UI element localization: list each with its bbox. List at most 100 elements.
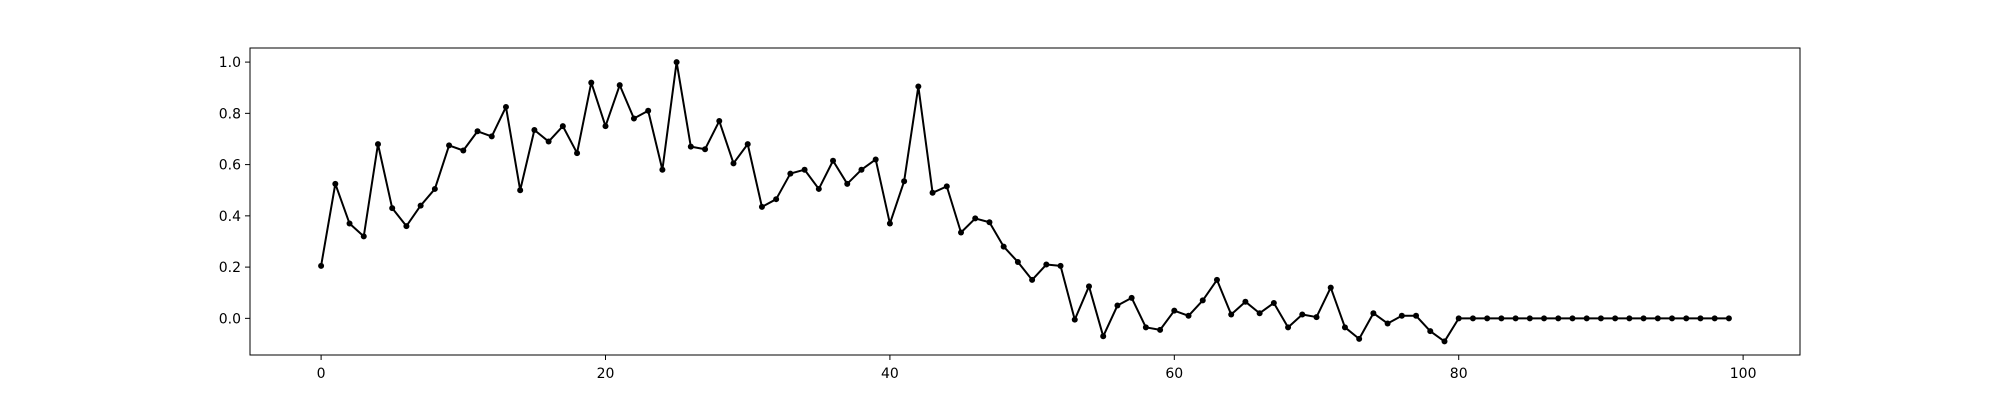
data-point bbox=[1526, 315, 1533, 322]
data-point bbox=[431, 185, 438, 192]
data-point bbox=[374, 141, 381, 148]
data-point bbox=[1228, 311, 1235, 318]
y-tick-label: 0.0 bbox=[219, 311, 241, 327]
data-point bbox=[730, 160, 737, 167]
data-point bbox=[403, 223, 410, 230]
data-point bbox=[1185, 312, 1192, 319]
data-point bbox=[630, 115, 637, 122]
data-point bbox=[1313, 314, 1320, 321]
data-point bbox=[1626, 315, 1633, 322]
data-point bbox=[1683, 315, 1690, 322]
y-tick-label: 0.2 bbox=[219, 260, 241, 276]
data-point bbox=[844, 180, 851, 187]
data-point bbox=[1583, 315, 1590, 322]
data-point bbox=[1498, 315, 1505, 322]
data-point bbox=[559, 123, 566, 130]
data-point bbox=[1199, 297, 1206, 304]
data-point bbox=[1413, 312, 1420, 319]
data-point bbox=[1669, 315, 1676, 322]
data-point bbox=[1128, 294, 1135, 301]
data-point bbox=[474, 128, 481, 135]
data-point bbox=[687, 143, 694, 150]
data-point bbox=[929, 189, 936, 196]
plot-frame bbox=[249, 47, 1801, 356]
data-point bbox=[1270, 299, 1277, 306]
data-point bbox=[1541, 315, 1548, 322]
data-point bbox=[872, 156, 879, 163]
data-point bbox=[1711, 315, 1718, 322]
data-point bbox=[1484, 315, 1491, 322]
x-tick-label: 60 bbox=[1165, 366, 1183, 382]
data-point bbox=[1213, 276, 1220, 283]
data-point bbox=[1114, 302, 1121, 309]
y-axis-ticks: 0.0 0.2 0.4 0.6 0.8 1.0 bbox=[219, 55, 250, 327]
data-point bbox=[1427, 328, 1434, 335]
data-point bbox=[1327, 284, 1334, 291]
data-point bbox=[389, 205, 396, 212]
data-point bbox=[1654, 315, 1661, 322]
data-point bbox=[574, 150, 581, 157]
data-point bbox=[360, 233, 367, 240]
data-point bbox=[1569, 315, 1576, 322]
data-point bbox=[1356, 335, 1363, 342]
data-point bbox=[787, 170, 794, 177]
data-point bbox=[346, 220, 353, 227]
data-point bbox=[1384, 320, 1391, 327]
data-point bbox=[1555, 315, 1562, 322]
data-point bbox=[318, 262, 325, 269]
data-point bbox=[1057, 262, 1064, 269]
data-point bbox=[972, 215, 979, 222]
data-point bbox=[773, 196, 780, 203]
data-point bbox=[645, 107, 652, 114]
data-point bbox=[1725, 315, 1732, 322]
data-point bbox=[488, 133, 495, 140]
x-tick-label: 40 bbox=[881, 366, 899, 382]
data-point bbox=[886, 220, 893, 227]
data-point bbox=[1441, 338, 1448, 345]
data-point bbox=[1612, 315, 1619, 322]
data-point bbox=[1043, 261, 1050, 268]
data-point bbox=[602, 123, 609, 130]
x-tick-label: 0 bbox=[317, 366, 326, 382]
y-tick-label: 0.6 bbox=[219, 158, 241, 174]
data-point bbox=[1171, 307, 1178, 314]
data-point bbox=[616, 82, 623, 89]
data-point bbox=[460, 147, 467, 154]
data-point bbox=[659, 166, 666, 173]
data-point bbox=[1071, 316, 1078, 323]
data-point bbox=[502, 103, 509, 110]
data-point bbox=[1000, 243, 1007, 250]
data-point bbox=[858, 166, 865, 173]
data-point bbox=[1469, 315, 1476, 322]
data-point bbox=[531, 127, 538, 133]
data-point bbox=[1697, 315, 1704, 322]
data-point bbox=[1014, 258, 1021, 265]
data-point bbox=[1085, 283, 1092, 290]
data-point bbox=[958, 229, 965, 236]
y-tick-label: 1.0 bbox=[219, 55, 241, 71]
data-point bbox=[830, 157, 837, 164]
data-point bbox=[986, 219, 993, 226]
data-point bbox=[801, 166, 808, 173]
x-tick-label: 80 bbox=[1450, 366, 1468, 382]
data-point bbox=[545, 138, 552, 145]
data-point bbox=[758, 203, 765, 210]
data-point bbox=[915, 83, 922, 90]
data-point bbox=[417, 202, 424, 209]
data-point bbox=[517, 187, 524, 194]
data-point bbox=[744, 141, 751, 148]
data-point bbox=[943, 183, 950, 190]
data-point bbox=[1370, 310, 1377, 317]
x-axis-ticks: 0 20 40 60 80 100 bbox=[317, 355, 1756, 382]
data-point bbox=[673, 59, 680, 66]
data-point bbox=[1512, 315, 1519, 322]
data-point bbox=[588, 79, 595, 86]
series-group bbox=[318, 59, 1732, 345]
data-point bbox=[1299, 311, 1306, 318]
data-point bbox=[716, 118, 723, 125]
data-point bbox=[702, 146, 709, 153]
data-point bbox=[901, 178, 908, 185]
data-point bbox=[446, 142, 453, 149]
data-point bbox=[1142, 324, 1149, 331]
